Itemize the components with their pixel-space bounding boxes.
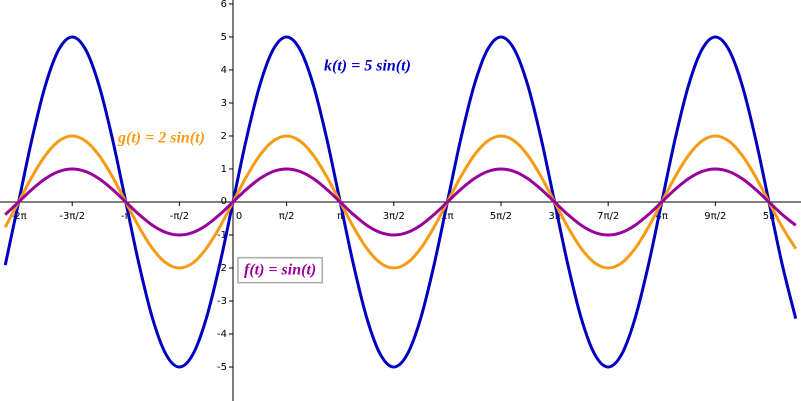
y-tick-label: 3 <box>221 98 227 109</box>
series-label: g(t) = 2 sin(t) <box>117 130 205 147</box>
x-tick-label: -π <box>121 211 131 222</box>
x-tick-label: 9π/2 <box>704 211 726 222</box>
label-box <box>237 256 323 284</box>
x-tick-label: 3π <box>548 211 560 222</box>
series-line <box>4 167 797 237</box>
x-tick-label: -3π/2 <box>59 211 85 222</box>
series-label: f(t) = sin(t) <box>244 262 316 279</box>
y-tick-label: -5 <box>217 362 227 373</box>
x-tick-label: -2π <box>11 211 27 222</box>
x-tick-label: 5π <box>763 211 775 222</box>
series-line <box>3 35 798 369</box>
x-tick-label: 7π/2 <box>597 211 619 222</box>
y-tick-label: 0 <box>221 196 227 207</box>
x-tick-label: 2π <box>441 211 453 222</box>
series-label: k(t) = 5 sin(t) <box>324 58 411 75</box>
x-tick-label: 3π/2 <box>383 211 405 222</box>
y-tick-label: -4 <box>217 329 227 340</box>
x-tick-label: 0 <box>236 211 242 222</box>
y-tick-label: 4 <box>221 65 227 76</box>
x-tick-label: -π/2 <box>170 211 189 222</box>
plot-area <box>3 35 798 369</box>
y-tick-label: 1 <box>221 164 227 175</box>
y-tick-label: -1 <box>217 230 227 241</box>
y-tick-label: -3 <box>217 296 227 307</box>
y-tick-label: 6 <box>221 0 227 10</box>
x-tick-label: π/2 <box>279 211 295 222</box>
x-tick-label: 4π <box>656 211 668 222</box>
y-tick-label: 2 <box>221 131 227 142</box>
y-tick-label: 5 <box>221 32 227 43</box>
x-tick-label: π <box>337 211 343 222</box>
y-tick-label: -2 <box>217 263 227 274</box>
x-tick-label: 5π/2 <box>490 211 512 222</box>
